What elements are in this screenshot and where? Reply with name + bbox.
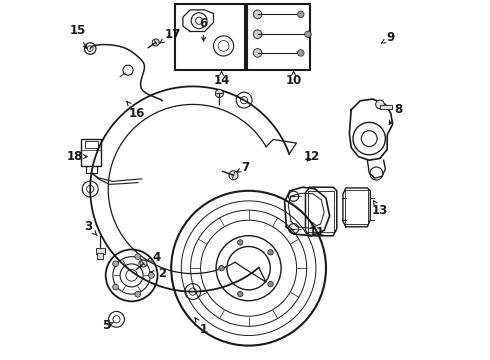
Text: 8: 8 bbox=[389, 103, 402, 125]
Circle shape bbox=[253, 10, 262, 19]
Text: 4: 4 bbox=[147, 251, 161, 264]
Circle shape bbox=[253, 49, 262, 57]
Bar bbox=[308, 191, 334, 232]
Text: 11: 11 bbox=[309, 222, 325, 239]
Circle shape bbox=[148, 273, 154, 278]
Circle shape bbox=[113, 284, 119, 290]
Text: 15: 15 bbox=[70, 24, 87, 49]
Text: 12: 12 bbox=[303, 150, 319, 163]
Circle shape bbox=[253, 30, 262, 39]
Text: 3: 3 bbox=[84, 220, 97, 235]
Text: 13: 13 bbox=[372, 201, 388, 217]
Bar bbox=[247, 4, 310, 70]
Text: 2: 2 bbox=[150, 267, 166, 280]
Circle shape bbox=[376, 100, 384, 109]
Text: 1: 1 bbox=[195, 318, 208, 336]
Circle shape bbox=[305, 31, 311, 37]
Bar bbox=[81, 139, 101, 166]
Circle shape bbox=[229, 171, 238, 180]
Circle shape bbox=[135, 254, 141, 260]
Text: 7: 7 bbox=[237, 161, 249, 174]
Bar bbox=[98, 253, 103, 259]
Text: 9: 9 bbox=[381, 31, 395, 44]
Bar bbox=[96, 248, 104, 254]
Bar bbox=[380, 105, 392, 109]
Text: 5: 5 bbox=[102, 319, 113, 332]
Circle shape bbox=[152, 39, 159, 46]
Bar bbox=[345, 190, 368, 224]
Circle shape bbox=[297, 11, 304, 18]
Bar bbox=[175, 4, 245, 70]
Circle shape bbox=[268, 249, 273, 255]
Circle shape bbox=[140, 260, 147, 267]
Circle shape bbox=[113, 261, 119, 267]
Text: 10: 10 bbox=[286, 71, 302, 87]
Text: 16: 16 bbox=[127, 102, 145, 120]
Text: 18: 18 bbox=[67, 150, 87, 163]
Circle shape bbox=[219, 265, 224, 271]
Circle shape bbox=[297, 50, 304, 56]
Circle shape bbox=[215, 90, 223, 98]
Text: 17: 17 bbox=[160, 28, 181, 43]
Text: 14: 14 bbox=[214, 71, 230, 87]
Bar bbox=[85, 141, 98, 148]
Circle shape bbox=[135, 291, 141, 297]
Circle shape bbox=[238, 291, 243, 297]
Text: 6: 6 bbox=[199, 17, 208, 41]
Circle shape bbox=[238, 240, 243, 245]
Circle shape bbox=[268, 282, 273, 287]
